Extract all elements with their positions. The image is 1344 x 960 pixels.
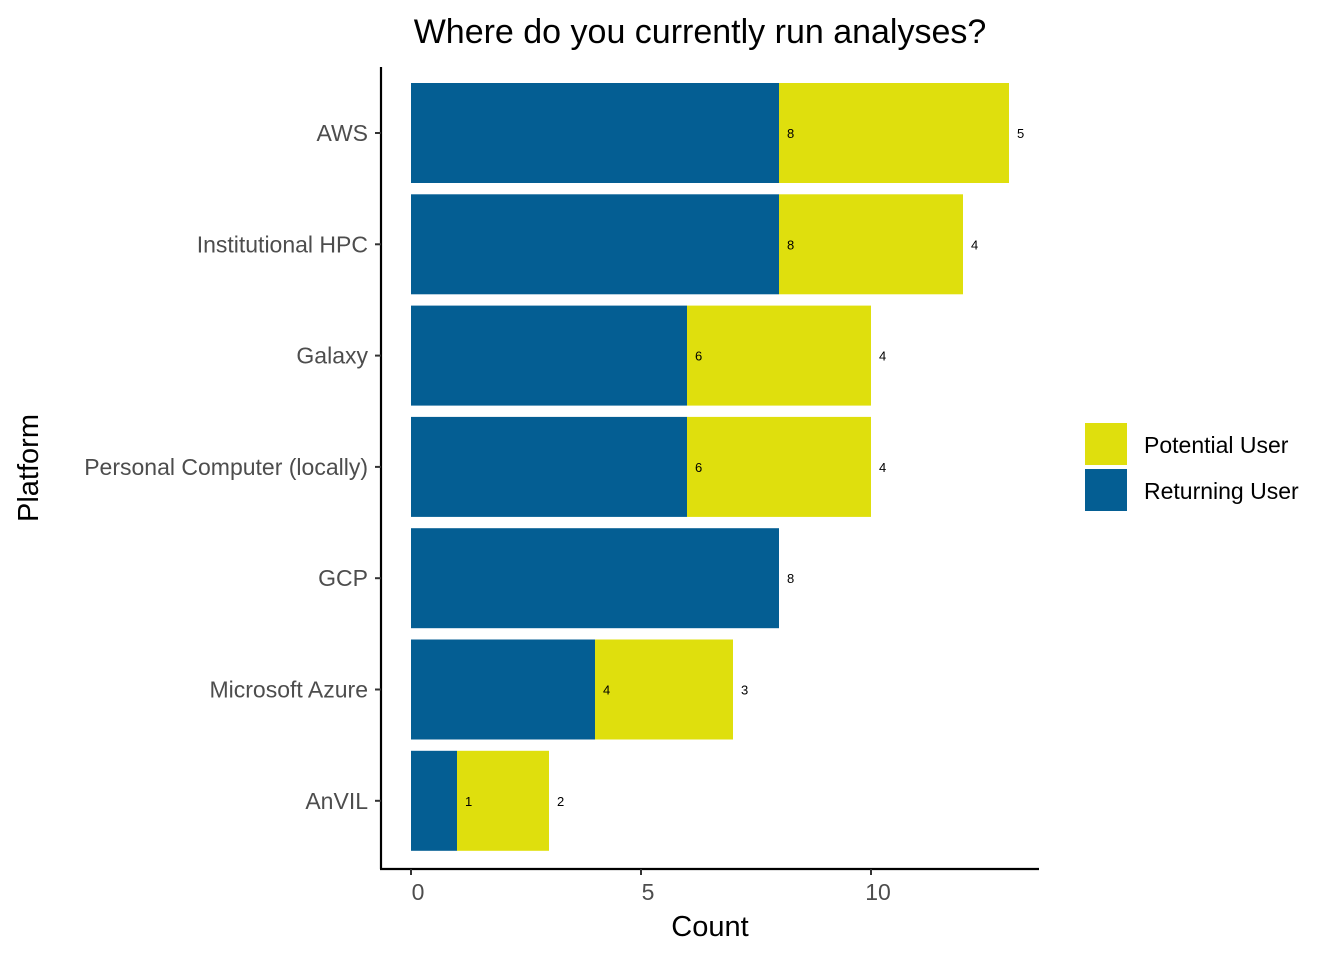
x-axis-title: Count — [671, 911, 748, 943]
data-label-microsoft-azure-returning-user: 4 — [603, 683, 610, 698]
data-label-aws-returning-user: 8 — [787, 126, 794, 141]
y-tick-label-aws: AWS — [316, 120, 368, 146]
data-label-galaxy-returning-user: 6 — [695, 349, 702, 364]
chart-title: Where do you currently run analyses? — [414, 13, 987, 51]
y-tick-label-galaxy: Galaxy — [296, 343, 368, 369]
bar-anvil-returning-user — [411, 750, 457, 851]
bar-galaxy-potential-user — [687, 305, 871, 406]
data-label-aws-potential-user: 5 — [1017, 126, 1024, 141]
legend-swatch-potential-user — [1085, 423, 1127, 465]
bar-aws-returning-user — [411, 83, 779, 183]
data-label-personal-computer-locally-potential-user: 4 — [879, 460, 886, 475]
data-label-personal-computer-locally-returning-user: 6 — [695, 460, 702, 475]
bar-microsoft-azure-returning-user — [411, 639, 595, 740]
y-tick-label-personal-computer-locally: Personal Computer (locally) — [84, 454, 368, 480]
bars-group — [411, 83, 1009, 851]
x-ticks-group: 0 5 10 — [410, 869, 891, 905]
bar-institutional-hpc-returning-user — [411, 194, 779, 295]
data-label-microsoft-azure-potential-user: 3 — [741, 683, 748, 698]
bar-aws-potential-user — [779, 83, 1009, 183]
bar-personal-computer-locally-returning-user — [411, 416, 687, 517]
bar-microsoft-azure-potential-user — [595, 639, 733, 740]
y-ticks-group: AWS Institutional HPC Galaxy Personal Compu… — [84, 120, 381, 814]
legend: Potential User Returning User — [1085, 423, 1299, 511]
bar-gcp-returning-user — [411, 528, 779, 629]
y-tick-label-institutional-hpc: Institutional HPC — [197, 231, 368, 257]
data-label-galaxy-potential-user: 4 — [879, 349, 886, 364]
data-label-anvil-returning-user: 1 — [465, 794, 472, 809]
legend-swatch-returning-user — [1085, 469, 1127, 511]
bar-personal-computer-locally-potential-user — [687, 416, 871, 517]
x-tick-label-5: 5 — [642, 879, 655, 905]
x-tick-label-0: 0 — [412, 879, 425, 905]
data-label-anvil-potential-user: 2 — [557, 794, 564, 809]
legend-label-potential-user: Potential User — [1144, 432, 1289, 458]
data-label-institutional-hpc-potential-user: 4 — [971, 237, 978, 252]
y-tick-label-microsoft-azure: Microsoft Azure — [210, 677, 369, 703]
y-axis-title: Platform — [13, 414, 45, 522]
bar-institutional-hpc-potential-user — [779, 194, 963, 295]
x-tick-label-10: 10 — [865, 879, 891, 905]
bar-anvil-potential-user — [457, 750, 549, 851]
data-label-gcp-returning-user: 8 — [787, 571, 794, 586]
y-tick-label-gcp: GCP — [318, 565, 368, 591]
data-label-institutional-hpc-returning-user: 8 — [787, 237, 794, 252]
data-labels-group: 8 5 8 4 6 4 6 4 8 4 3 1 2 — [465, 126, 1024, 809]
y-tick-label-anvil: AnVIL — [305, 788, 368, 814]
legend-label-returning-user: Returning User — [1144, 478, 1299, 504]
bar-galaxy-returning-user — [411, 305, 687, 406]
